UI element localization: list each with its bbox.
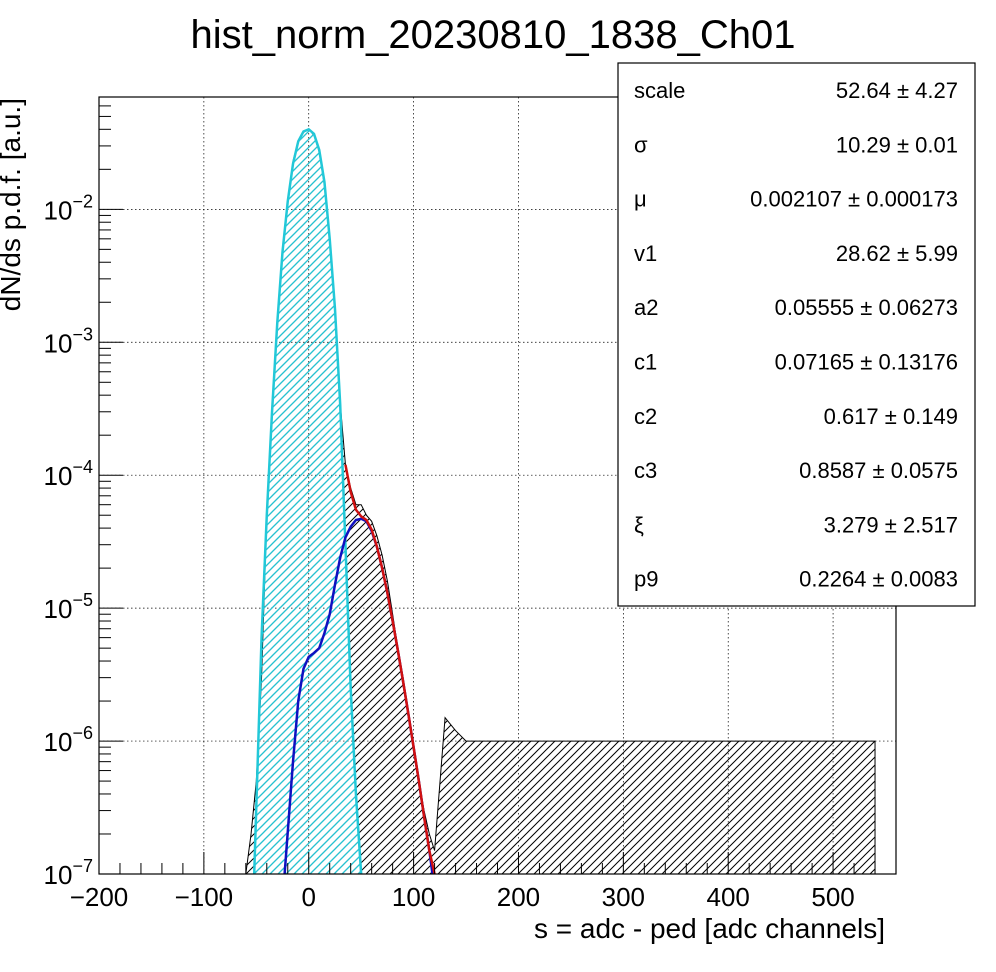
y-tick-label: 10−5 bbox=[44, 590, 93, 624]
fit-parameter-value: 0.002107 ± 0.000173 bbox=[750, 187, 958, 212]
fit-parameter-name: c2 bbox=[634, 404, 657, 429]
fit-parameter-value: 0.8587 ± 0.0575 bbox=[799, 458, 958, 483]
y-tick-label: 10−7 bbox=[44, 856, 93, 890]
fit-parameter-value: 10.29 ± 0.01 bbox=[836, 132, 958, 157]
fit-parameter-value: 0.05555 ± 0.06273 bbox=[775, 295, 958, 320]
y-tick-label: 10−3 bbox=[44, 324, 93, 358]
fit-parameter-value: 52.64 ± 4.27 bbox=[836, 78, 958, 103]
series-total-curve bbox=[344, 464, 436, 874]
x-axis: −200 −100 0 100 200 300 400 500 bbox=[70, 852, 897, 912]
fit-parameter-value: 0.617 ± 0.149 bbox=[824, 404, 958, 429]
fit-parameter-name: μ bbox=[634, 187, 647, 212]
fit-parameter-name: σ bbox=[634, 132, 648, 157]
y-tick-label: 10−2 bbox=[44, 191, 93, 225]
fit-parameter-name: v1 bbox=[634, 241, 657, 266]
x-tick-label: 400 bbox=[707, 882, 750, 912]
fit-parameters-frame bbox=[617, 62, 976, 607]
fit-parameter-name: a2 bbox=[634, 295, 658, 320]
fit-parameter-value: 3.279 ± 2.517 bbox=[824, 512, 958, 537]
x-tick-label: 500 bbox=[811, 882, 854, 912]
x-tick-label: −200 bbox=[70, 882, 129, 912]
fit-parameter-name: scale bbox=[634, 78, 685, 103]
x-tick-label: 200 bbox=[497, 882, 540, 912]
fit-parameter-name: ξ bbox=[634, 512, 644, 537]
fit-parameter-value: 28.62 ± 5.99 bbox=[836, 241, 958, 266]
chart-title: hist_norm_20230810_1838_Ch01 bbox=[191, 13, 796, 57]
x-tick-label: 100 bbox=[392, 882, 435, 912]
y-axis: 10−7 10−6 10−5 10−4 10−3 10−2 bbox=[44, 96, 123, 890]
y-tick-label: 10−6 bbox=[44, 723, 93, 757]
series-pedestal-curve bbox=[252, 127, 363, 874]
fit-parameter-name: c1 bbox=[634, 350, 657, 375]
fit-parameter-name: p9 bbox=[634, 567, 658, 592]
fit-parameters-box: scale 52.64 ± 4.27 σ 10.29 ± 0.01 μ 0.002107 … bbox=[617, 62, 976, 607]
fit-parameter-name: c3 bbox=[634, 458, 657, 483]
x-tick-label: 300 bbox=[602, 882, 645, 912]
y-axis-label: dN/ds p.d.f. [a.u.] bbox=[0, 98, 26, 311]
fit-parameter-value: 0.07165 ± 0.13176 bbox=[775, 350, 958, 375]
x-tick-label: 0 bbox=[302, 882, 316, 912]
x-tick-label: −100 bbox=[175, 882, 234, 912]
fit-parameter-value: 0.2264 ± 0.0083 bbox=[799, 567, 958, 592]
plot-area bbox=[245, 127, 876, 874]
x-axis-label: s = adc - ped [adc channels] bbox=[534, 913, 885, 944]
y-tick-label: 10−4 bbox=[44, 457, 93, 491]
